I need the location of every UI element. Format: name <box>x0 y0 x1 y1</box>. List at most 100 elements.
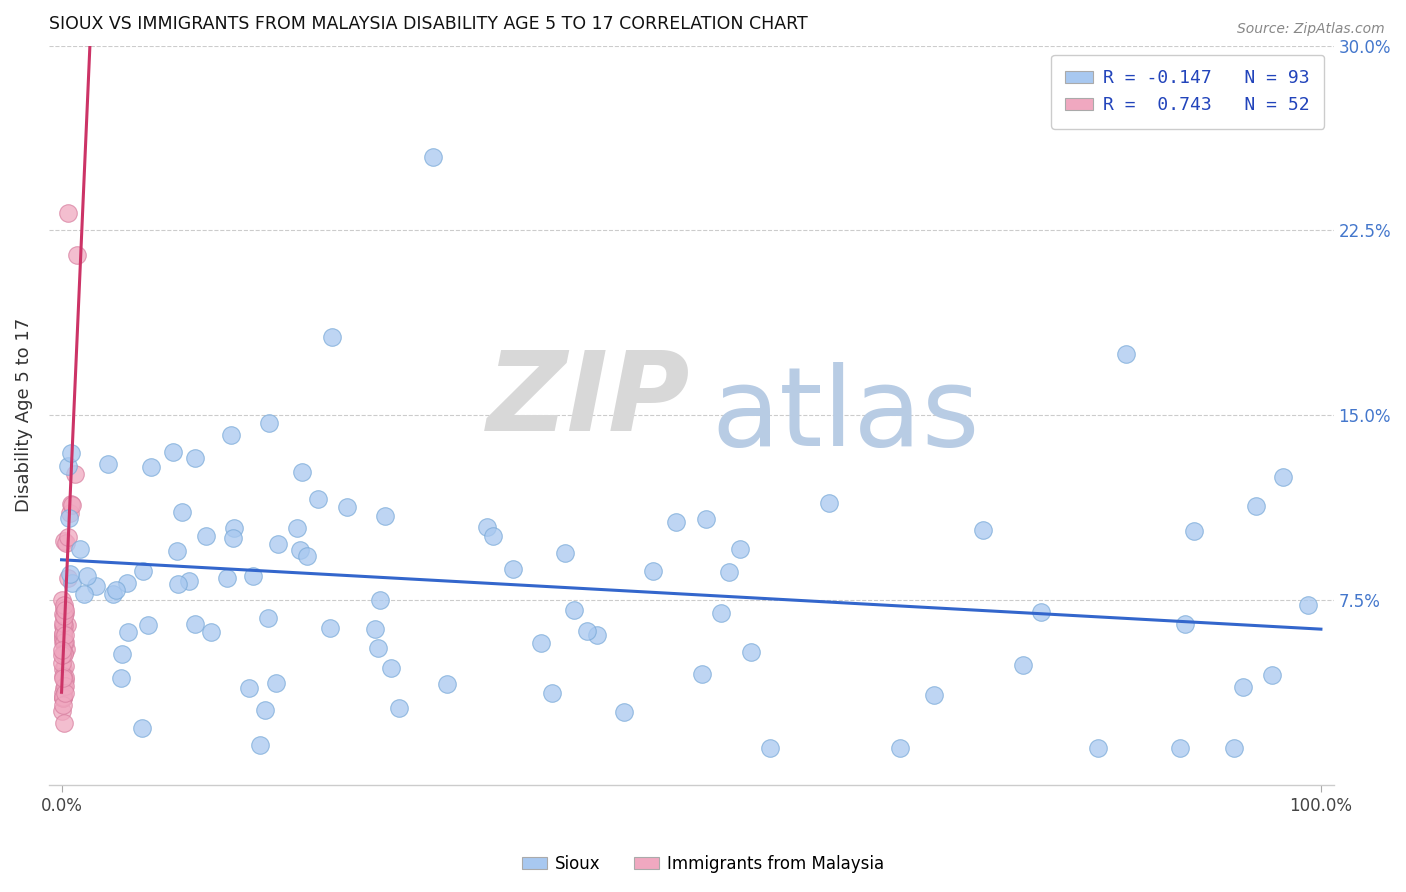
Point <box>59 567 82 582</box>
Legend: Sioux, Immigrants from Malaysia: Sioux, Immigrants from Malaysia <box>515 848 891 880</box>
Point <box>53 628 76 642</box>
Point <box>53 659 76 673</box>
Point <box>256 610 278 624</box>
Point <box>51 648 73 662</box>
Point <box>52 618 75 632</box>
Point <box>53 634 76 648</box>
Point <box>740 645 762 659</box>
Point <box>422 149 444 163</box>
Point <box>179 574 201 588</box>
Point <box>53 716 76 731</box>
Point <box>184 451 207 466</box>
Point <box>643 564 665 578</box>
Point <box>718 565 741 579</box>
Point <box>482 528 505 542</box>
Point <box>52 625 75 640</box>
Text: SIOUX VS IMMIGRANTS FROM MALAYSIA DISABILITY AGE 5 TO 17 CORRELATION CHART: SIOUX VS IMMIGRANTS FROM MALAYSIA DISABI… <box>49 15 807 33</box>
Point <box>69 542 91 557</box>
Point <box>170 505 193 519</box>
Point <box>730 542 752 557</box>
Text: ZIP: ZIP <box>486 347 690 454</box>
Point <box>222 521 245 535</box>
Point <box>52 690 75 705</box>
Point <box>367 641 389 656</box>
Point <box>139 459 162 474</box>
Point <box>55 641 77 656</box>
Point <box>72 586 94 600</box>
Point <box>436 676 458 690</box>
Point <box>56 617 79 632</box>
Text: Source: ZipAtlas.com: Source: ZipAtlas.com <box>1237 22 1385 37</box>
Point <box>374 508 396 523</box>
Point <box>52 690 75 704</box>
Point <box>51 593 73 607</box>
Point <box>238 681 260 696</box>
Point <box>167 576 190 591</box>
Point <box>690 666 713 681</box>
Point <box>53 673 76 687</box>
Point <box>285 521 308 535</box>
Point <box>52 635 75 649</box>
Point <box>295 549 318 564</box>
Point <box>475 520 498 534</box>
Point <box>132 564 155 578</box>
Point <box>368 593 391 607</box>
Point <box>665 515 688 529</box>
Point <box>56 530 79 544</box>
Point <box>166 544 188 558</box>
Point <box>695 511 717 525</box>
Point <box>52 662 75 676</box>
Point <box>76 568 98 582</box>
Point <box>221 428 243 442</box>
Point <box>387 700 409 714</box>
Point <box>264 675 287 690</box>
Point <box>972 524 994 538</box>
Point <box>131 722 153 736</box>
Point <box>117 625 139 640</box>
Point <box>53 670 76 684</box>
Point <box>66 248 89 262</box>
Point <box>1223 740 1246 755</box>
Point <box>86 579 108 593</box>
Point <box>53 679 76 693</box>
Point <box>1232 680 1254 694</box>
Point <box>53 603 76 617</box>
Point <box>554 546 576 560</box>
Point <box>52 698 75 713</box>
Point <box>52 630 75 644</box>
Point <box>530 636 553 650</box>
Point <box>52 635 75 649</box>
Point <box>613 705 636 719</box>
Point <box>53 598 76 612</box>
Point <box>290 543 312 558</box>
Point <box>52 627 75 641</box>
Point <box>576 624 599 639</box>
Point <box>59 506 82 520</box>
Point <box>1087 740 1109 755</box>
Point <box>1031 606 1053 620</box>
Point <box>58 511 80 525</box>
Point <box>1298 598 1320 612</box>
Point <box>267 537 290 551</box>
Point <box>1272 470 1295 484</box>
Point <box>162 444 184 458</box>
Point <box>138 618 160 632</box>
Point <box>710 606 733 620</box>
Point <box>52 533 75 548</box>
Point <box>502 562 524 576</box>
Point <box>60 498 83 512</box>
Point <box>1184 524 1206 538</box>
Point <box>104 583 127 598</box>
Point <box>111 647 134 661</box>
Point <box>222 531 245 545</box>
Point <box>52 646 75 660</box>
Point <box>52 616 75 631</box>
Point <box>53 608 76 623</box>
Point <box>51 631 73 645</box>
Point <box>52 607 75 622</box>
Point <box>183 616 205 631</box>
Point <box>562 603 585 617</box>
Point <box>51 643 73 657</box>
Point <box>110 672 132 686</box>
Point <box>818 496 841 510</box>
